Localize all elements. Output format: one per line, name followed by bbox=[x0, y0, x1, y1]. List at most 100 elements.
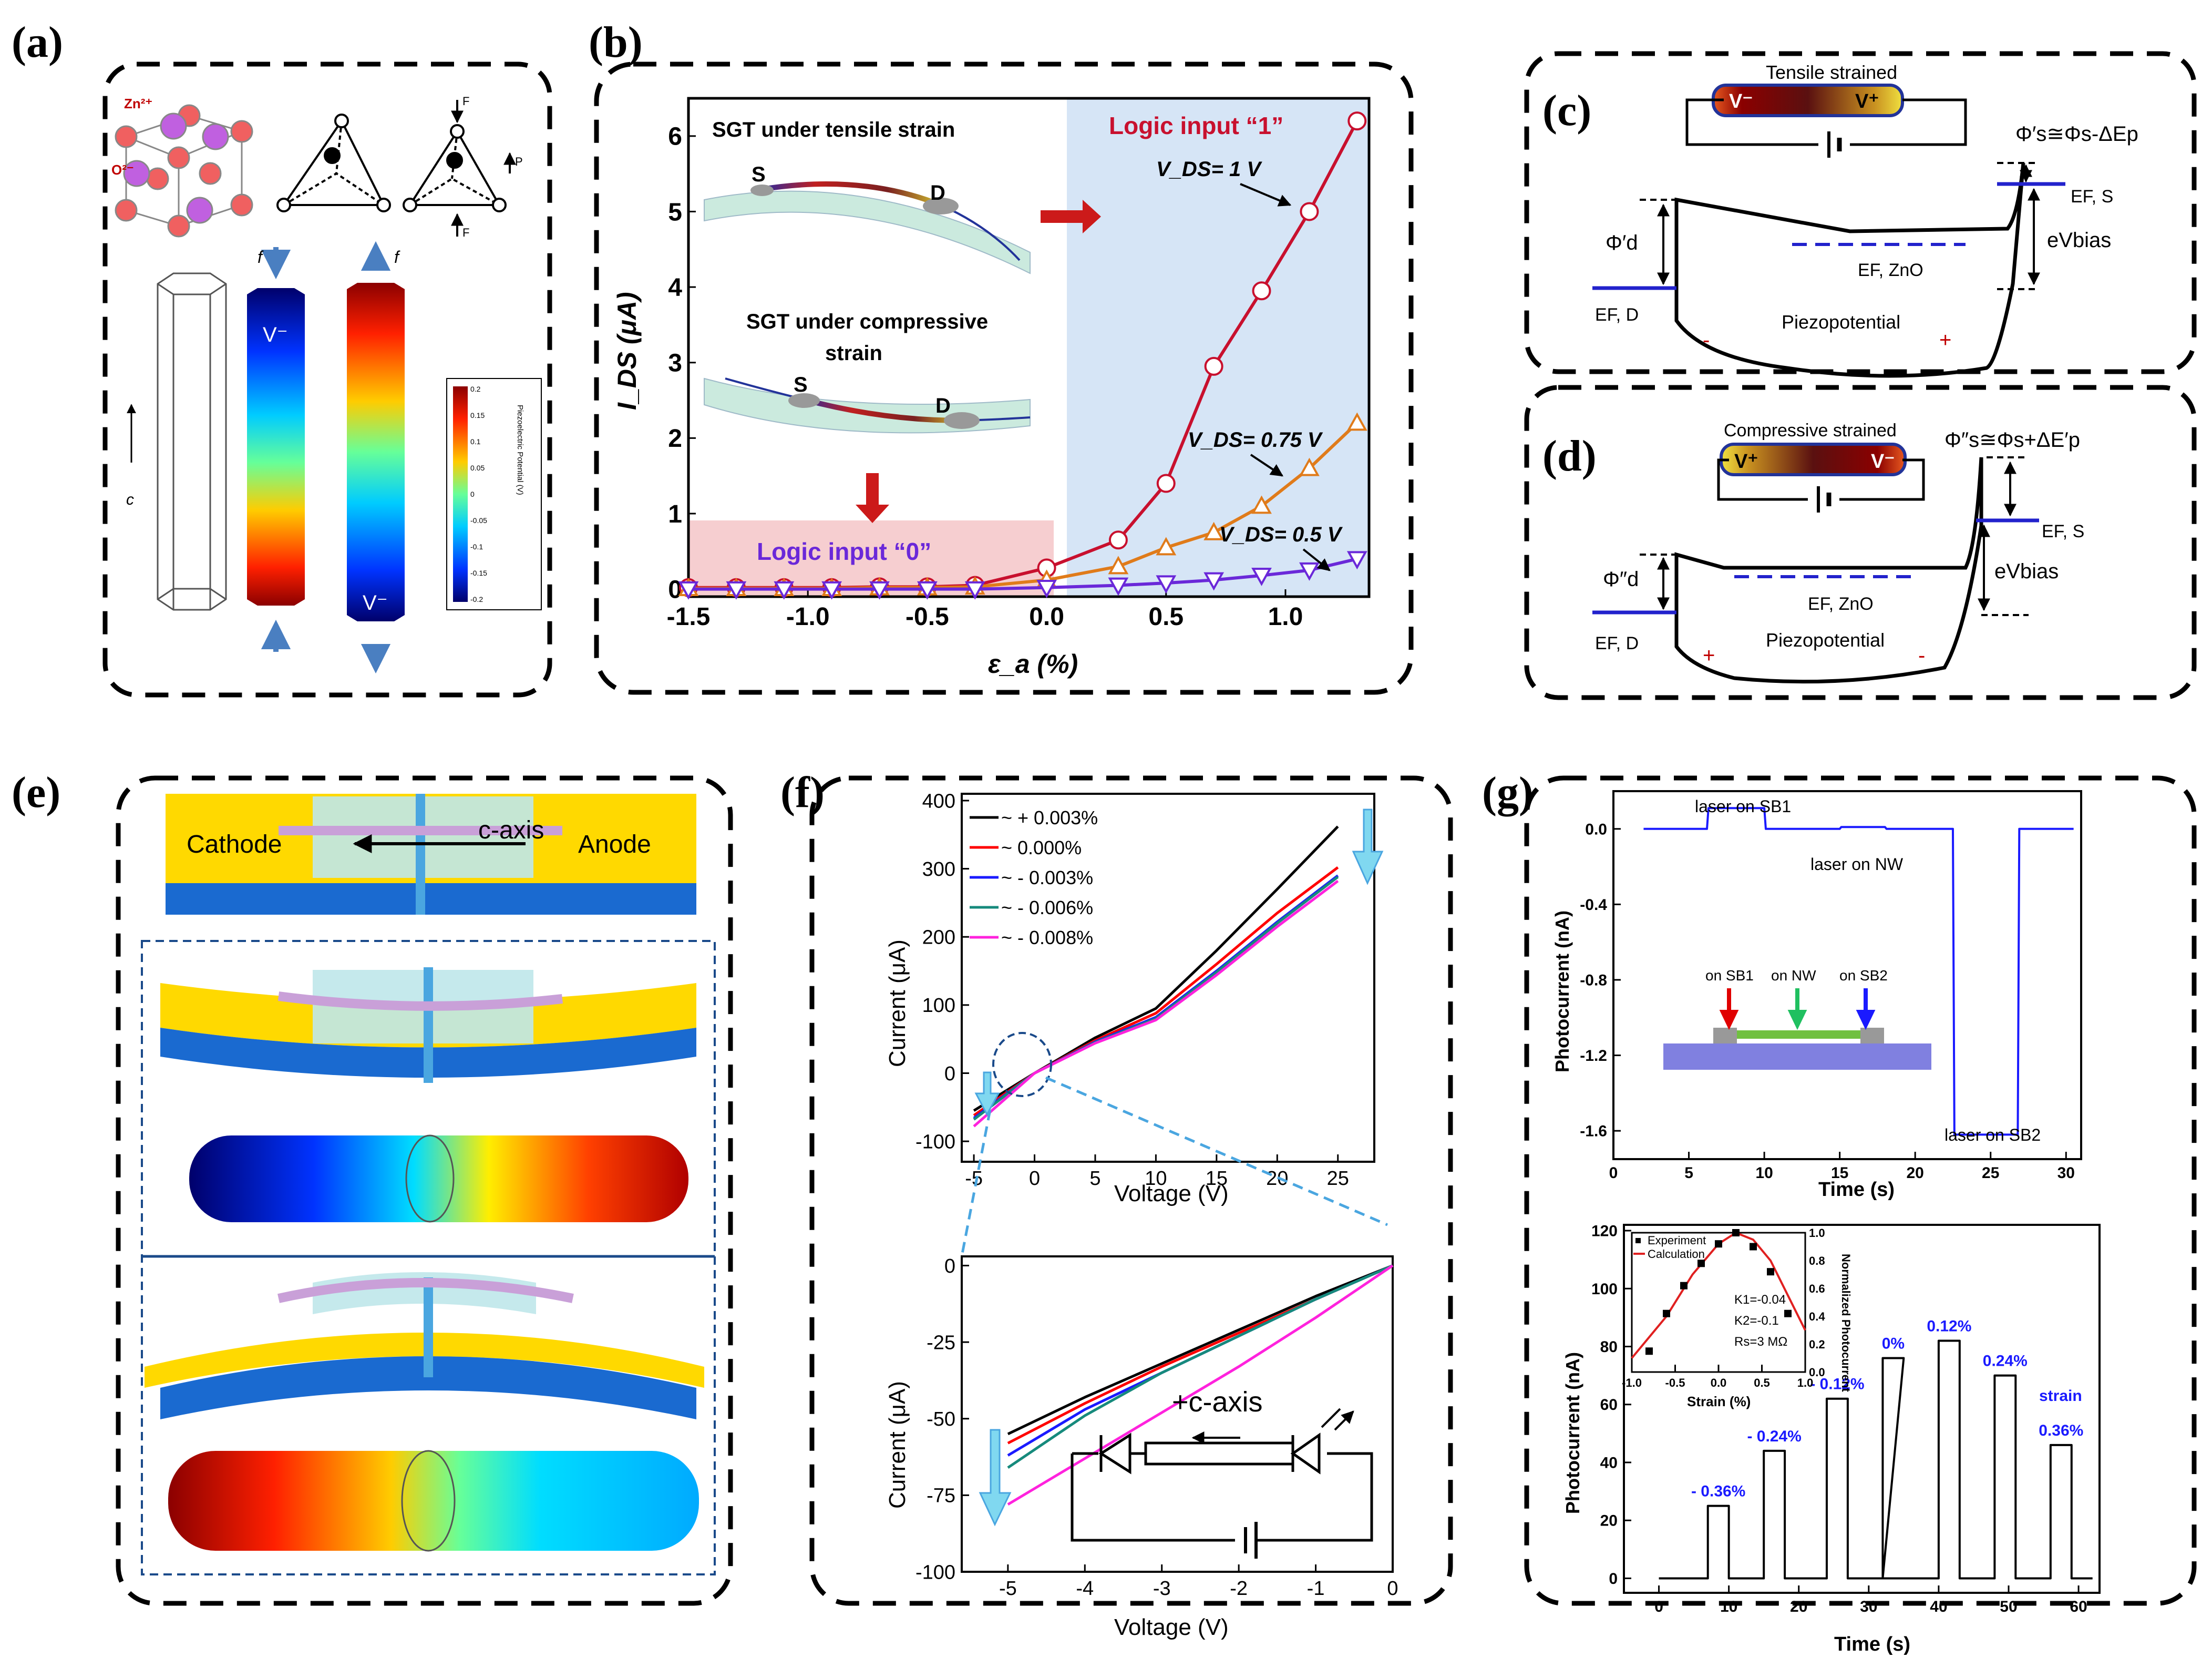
strain-label: - 0.12% bbox=[1810, 1376, 1864, 1393]
y-tick-label: -0.8 bbox=[1580, 971, 1607, 989]
inset-legend-experiment: Experiment bbox=[1648, 1234, 1706, 1247]
strain-label: 0.24% bbox=[1983, 1353, 2028, 1370]
data-point bbox=[1252, 281, 1271, 301]
panel-c-frame bbox=[1524, 51, 2197, 374]
data-point bbox=[726, 581, 747, 600]
plot-b-axes bbox=[687, 97, 1371, 598]
strain-label: - 0.36% bbox=[1691, 1483, 1745, 1500]
c-ef-zno: EF, ZnO bbox=[1858, 260, 1923, 280]
compressed-nanowire bbox=[247, 288, 305, 606]
series-line bbox=[1007, 1264, 1394, 1506]
colorbar-tick: -0.15 bbox=[470, 569, 487, 577]
x-tick-label: -4 bbox=[1076, 1578, 1094, 1600]
vds-label-05v: V_DS= 0.5 V bbox=[1219, 523, 1343, 546]
inset-param-k1: K1=-0.04 bbox=[1734, 1293, 1786, 1307]
up-arrow-icon-top bbox=[361, 241, 391, 271]
logic-0-label: Logic input “0” bbox=[757, 538, 931, 565]
drain-label-compressive: D bbox=[935, 394, 951, 417]
panel-b-frame bbox=[594, 62, 1414, 695]
plot-g-bottom-axes bbox=[1623, 1224, 2101, 1594]
x-tick-label: -2 bbox=[1230, 1578, 1248, 1600]
x-tick-label: 20 bbox=[1907, 1164, 1924, 1182]
chart-f-marks: -50510152025-1000100200300400-5-4-3-2-10… bbox=[915, 790, 1398, 1600]
x-tick-label: -0.5 bbox=[906, 603, 949, 631]
y-tick-label: 400 bbox=[922, 790, 955, 812]
data-point bbox=[1108, 530, 1128, 550]
pointer-arrow-05v bbox=[1302, 548, 1331, 571]
pointer-arrow-1v bbox=[1240, 183, 1292, 207]
g-bottom-ylabel: Photocurrent (nA) bbox=[1562, 1352, 1583, 1514]
legend-item: ~ + 0.003% bbox=[1001, 807, 1098, 828]
series-line bbox=[973, 879, 1339, 1128]
down-arrow-icon-red bbox=[856, 473, 889, 523]
y-tick-label: 40 bbox=[1600, 1454, 1618, 1471]
up-arrow-icon bbox=[261, 619, 291, 652]
x-tick-label: 15 bbox=[1831, 1164, 1848, 1182]
panel-d-label: (d) bbox=[1542, 432, 1597, 480]
panel-g: (g) 0 5 10 15 20 25 30 0.0 -0.4 -0.8 -1.2 -1.6 0 10 20… bbox=[1482, 768, 2197, 1655]
panel-f-legend: ~ + 0.003% ~ 0.000% ~ - 0.003% ~ - 0.006… bbox=[970, 807, 1098, 948]
d-ev-bias: eVbias bbox=[1994, 560, 2059, 583]
y-tick-label: 0.0 bbox=[1585, 821, 1607, 838]
data-point bbox=[1346, 412, 1367, 431]
data-point bbox=[821, 581, 842, 600]
bent-nanowire-1 bbox=[277, 991, 563, 1011]
y-tick-label: -100 bbox=[915, 1131, 955, 1153]
f-caxis-label: +c-axis bbox=[1172, 1386, 1263, 1418]
down-arrow-icon-cyan-bottom bbox=[979, 1429, 1012, 1527]
colorbar-tick: 0.05 bbox=[470, 464, 485, 472]
bent-nanowire-2 bbox=[277, 1278, 574, 1303]
inset-data-point bbox=[1732, 1229, 1740, 1236]
x-tick-label: -1 bbox=[1307, 1578, 1325, 1600]
x-tick-label: 0 bbox=[1654, 1598, 1663, 1615]
y-tick-label: 4 bbox=[668, 274, 682, 302]
strain-label: - 0.24% bbox=[1747, 1428, 1801, 1445]
inset-data-point bbox=[1784, 1309, 1792, 1317]
plot-g-top-axes bbox=[1612, 790, 2082, 1160]
inset-legend-calculation: Calculation bbox=[1648, 1247, 1705, 1261]
light-icon bbox=[1321, 1409, 1353, 1431]
x-tick-label: 0 bbox=[1387, 1578, 1398, 1600]
y-tick-label: 2 bbox=[668, 425, 682, 453]
legend-item: ~ - 0.006% bbox=[1001, 897, 1093, 918]
crystal-structure-icon bbox=[115, 104, 253, 238]
pointer-arrow-075v bbox=[1250, 454, 1283, 477]
y-tick-label: 80 bbox=[1600, 1338, 1618, 1356]
c-circuit bbox=[1685, 98, 1967, 146]
inset-xlabel: Strain (%) bbox=[1687, 1394, 1751, 1409]
x-tick-label: 1.0 bbox=[1268, 603, 1303, 631]
laser-nw-label: laser on NW bbox=[1810, 855, 1904, 874]
legend-item: ~ - 0.003% bbox=[1001, 867, 1093, 888]
legend-item: ~ 0.000% bbox=[1001, 837, 1082, 858]
tensile-nanowire bbox=[762, 181, 942, 208]
colorbar-tick: 0.1 bbox=[470, 437, 481, 446]
panel-f-frame bbox=[809, 775, 1453, 1606]
d-ef-zno: EF, ZnO bbox=[1808, 594, 1874, 614]
colorbar-tick: -0.05 bbox=[470, 516, 487, 525]
inset-tensile-title: SGT under tensile strain bbox=[712, 118, 955, 141]
potential-rod-1 bbox=[189, 1135, 688, 1222]
strain-label: 0% bbox=[1882, 1335, 1905, 1353]
c-v-plus: V⁺ bbox=[1855, 90, 1879, 112]
c-axis-label: c bbox=[126, 491, 134, 508]
laser-sb1-label: laser on SB1 bbox=[1695, 797, 1791, 816]
panel-d: (d) V⁺ V⁻ Compressive strained Φ″d EF, D… bbox=[1524, 385, 2197, 700]
inset-y-tick-label: 0.8 bbox=[1809, 1254, 1825, 1267]
c-piezo: Piezopotential bbox=[1782, 311, 1900, 333]
tensile-device-substrate bbox=[704, 190, 1031, 274]
g-sb1-contact bbox=[1713, 1028, 1737, 1043]
stretched-nanowire bbox=[347, 283, 405, 621]
x-tick-label: 10 bbox=[1755, 1164, 1773, 1182]
x-tick-label: 30 bbox=[2057, 1164, 2075, 1182]
y-tick-label: -0.4 bbox=[1580, 896, 1607, 914]
source-electrode-2 bbox=[788, 393, 820, 408]
x-tick-label: -1.0 bbox=[786, 603, 830, 631]
on-nw-label: on NW bbox=[1771, 967, 1816, 984]
x-tick-label: 10 bbox=[1145, 1168, 1167, 1190]
zn-ion-label: Zn²⁺ bbox=[124, 96, 152, 111]
chart-g-inset-marks: -1.0 -0.5 0.0 0.5 1.00.00.20.40.60.81.0 bbox=[1622, 1226, 1825, 1389]
plot-f-bottom-axes bbox=[961, 1255, 1394, 1573]
d-phi-d: Φ″d bbox=[1603, 568, 1639, 591]
flat-caxis-label: c-axis bbox=[478, 816, 544, 844]
